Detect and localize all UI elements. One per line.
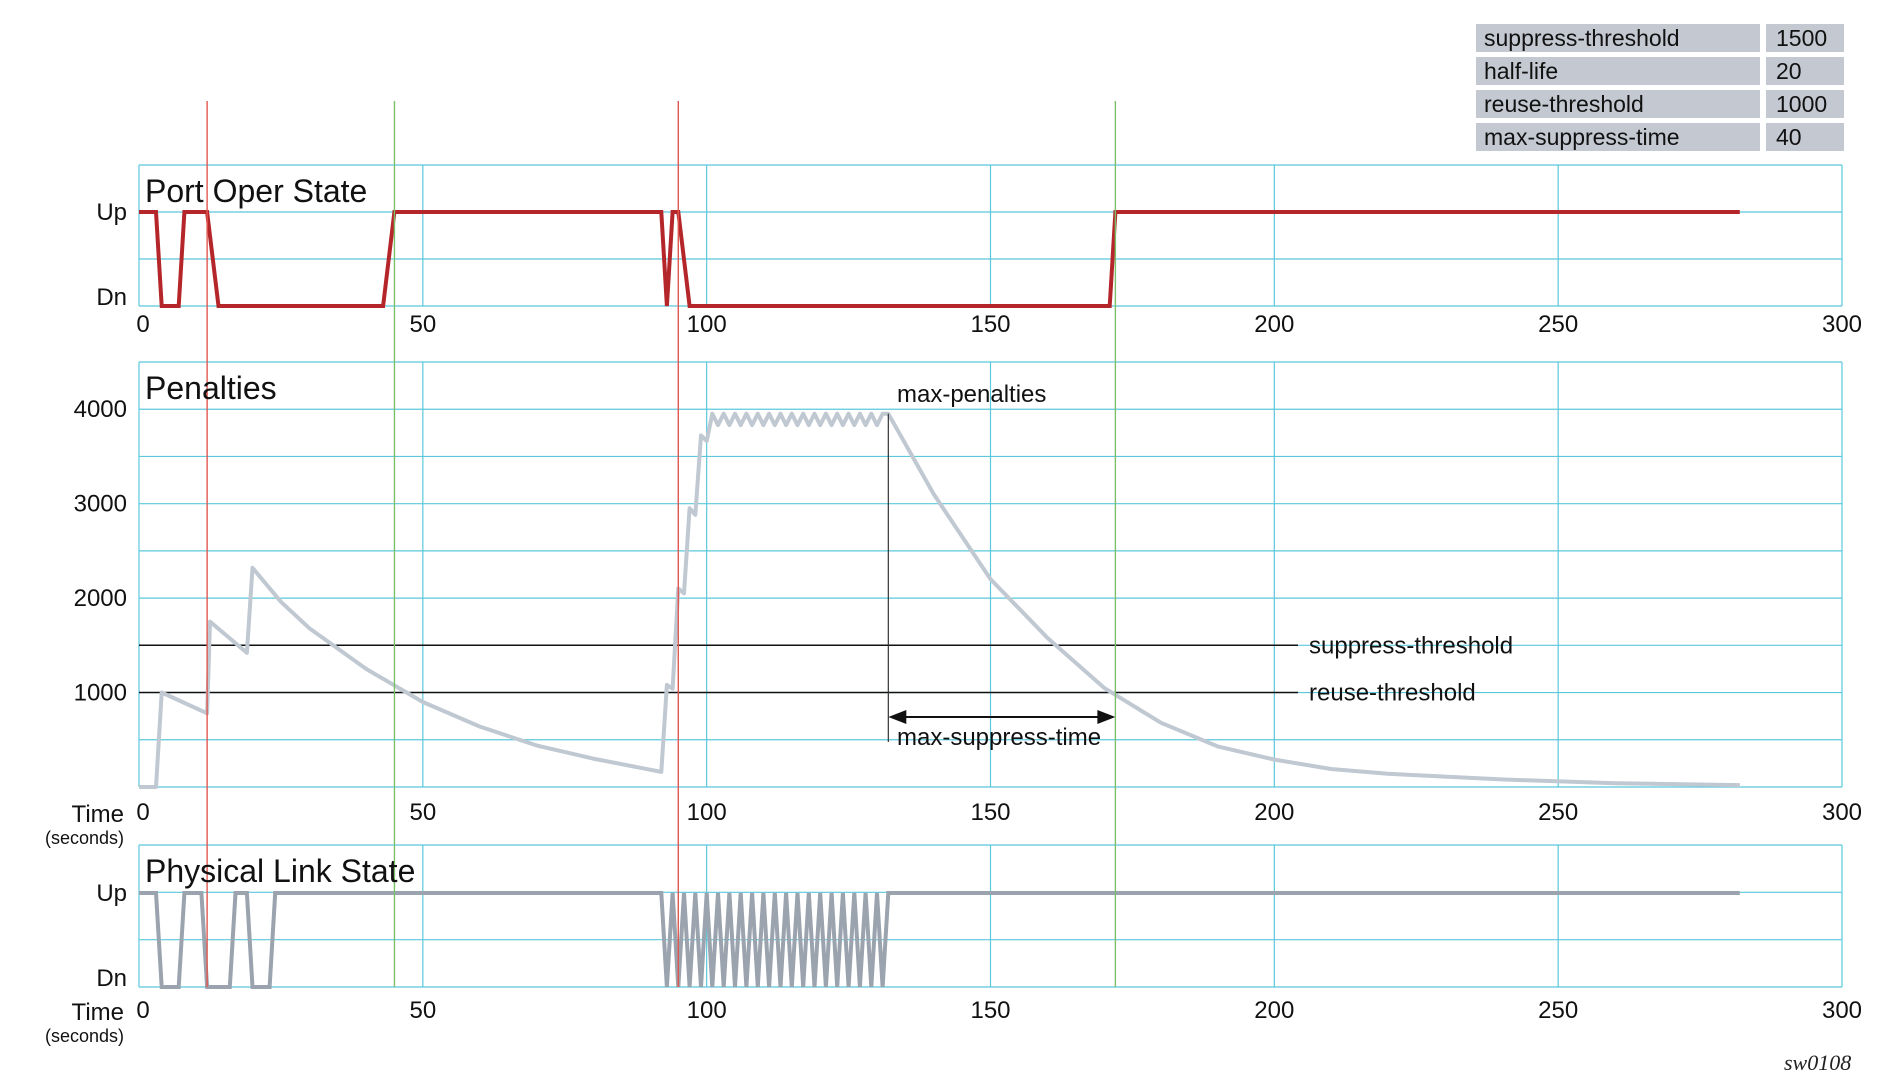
- x-axis-label: Time: [72, 801, 124, 828]
- parameter-value: 20: [1766, 57, 1844, 85]
- x-tick-label: 250: [1538, 997, 1578, 1024]
- parameter-name: reuse-threshold: [1476, 90, 1760, 118]
- x-tick-label: 250: [1538, 311, 1578, 338]
- x-tick-label: 150: [970, 799, 1010, 826]
- figure-id: sw0108: [1784, 1050, 1852, 1075]
- panel-title: Port Oper State: [145, 173, 367, 209]
- x-tick-label: 50: [409, 311, 436, 338]
- max-suppress-time-label: max-suppress-time: [897, 724, 1101, 751]
- parameter-value: 1500: [1766, 24, 1844, 52]
- y-tick-label: Up: [96, 199, 127, 226]
- marker-layer: [206, 101, 1117, 987]
- line-layer: [139, 210, 1740, 989]
- max-suppress-arrow-head-left: [888, 710, 907, 724]
- threshold-label: reuse-threshold: [1309, 680, 1476, 707]
- parameter-value: 1000: [1766, 90, 1844, 118]
- parameter-value: 40: [1766, 123, 1844, 151]
- x-tick-label: 200: [1254, 997, 1294, 1024]
- x-tick-label: 100: [687, 799, 727, 826]
- x-axis-label: Time: [72, 999, 124, 1026]
- x-tick-label: 100: [687, 311, 727, 338]
- threshold-label: suppress-threshold: [1309, 632, 1513, 659]
- x-tick-label: 50: [409, 799, 436, 826]
- x-tick-label: 300: [1822, 799, 1862, 826]
- max-suppress-arrow-head-right: [1097, 710, 1116, 724]
- penalty-curve: [139, 411, 1740, 789]
- parameter-name: half-life: [1476, 57, 1760, 85]
- x-tick-label: 50: [409, 997, 436, 1024]
- x-tick-label: 0: [136, 311, 149, 338]
- x-tick-label: 200: [1254, 311, 1294, 338]
- x-tick-label: 200: [1254, 799, 1294, 826]
- x-tick-label: 300: [1822, 311, 1862, 338]
- y-tick-label: 2000: [74, 585, 127, 612]
- x-tick-label: 150: [970, 997, 1010, 1024]
- panel-title: Physical Link State: [145, 853, 415, 889]
- x-tick-label: 150: [970, 311, 1010, 338]
- x-axis-sublabel: (seconds): [45, 1026, 124, 1046]
- x-tick-label: 100: [687, 997, 727, 1024]
- y-tick-label: Up: [96, 880, 127, 907]
- state-line: [139, 210, 1740, 308]
- max-penalties-label: max-penalties: [897, 381, 1046, 408]
- parameter-name: max-suppress-time: [1476, 123, 1760, 151]
- x-tick-label: 300: [1822, 997, 1862, 1024]
- panel-title: Penalties: [145, 370, 277, 406]
- state-line: [139, 891, 1740, 989]
- x-tick-label: 0: [136, 997, 149, 1024]
- y-tick-label: 3000: [74, 491, 127, 518]
- x-tick-label: 250: [1538, 799, 1578, 826]
- x-axis-sublabel: (seconds): [45, 828, 124, 848]
- y-tick-label: 4000: [74, 396, 127, 423]
- y-tick-label: Dn: [96, 965, 127, 992]
- y-tick-label: Dn: [96, 284, 127, 311]
- parameter-name: suppress-threshold: [1476, 24, 1760, 52]
- text-layer: Port Oper State 0 50 100 150 200 250 300 Up Dn Pen…: [45, 173, 1862, 1046]
- y-tick-label: 1000: [74, 680, 127, 707]
- x-tick-label: 0: [136, 799, 149, 826]
